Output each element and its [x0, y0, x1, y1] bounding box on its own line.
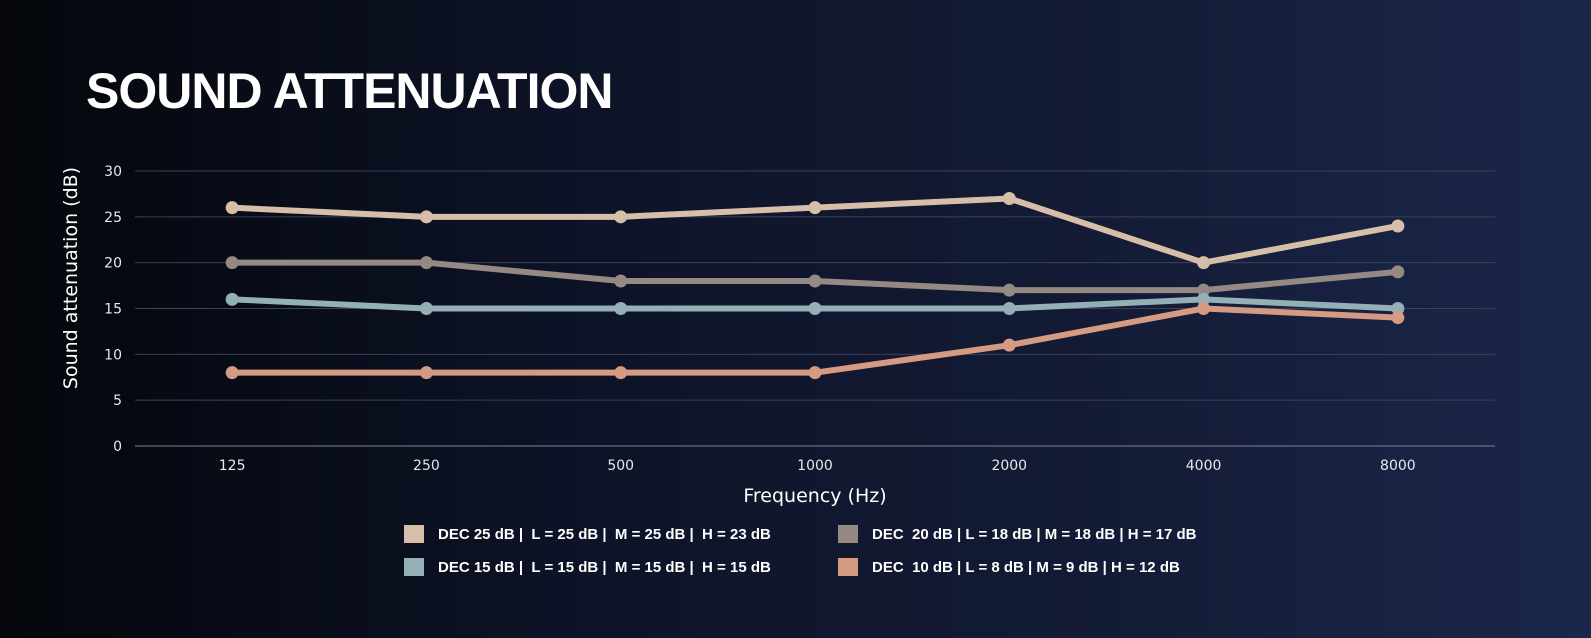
x-axis-label: Frequency (Hz) [743, 485, 886, 507]
data-point [419, 302, 433, 315]
y-tick-label: 20 [104, 256, 122, 272]
data-point [614, 366, 628, 380]
legend-item: DEC 10 dB | L = 8 dB | M = 9 dB | H = 12… [838, 558, 1180, 576]
data-point [225, 256, 239, 270]
legend-swatch [404, 558, 424, 576]
data-point [1391, 302, 1405, 315]
x-tick-label: 8000 [1380, 458, 1416, 474]
data-point [1197, 256, 1211, 270]
x-tick-label: 500 [607, 458, 634, 474]
data-point [1391, 219, 1405, 233]
x-tick-label: 4000 [1186, 458, 1222, 474]
data-point [225, 366, 239, 380]
page-title: SOUND ATTENUATION [86, 63, 613, 119]
y-axis-label: Sound attenuation (dB) [60, 167, 82, 389]
legend-item: DEC 15 dB | L = 15 dB | M = 15 dB | H = … [404, 558, 771, 576]
data-point [614, 210, 628, 224]
legend-item: DEC 20 dB | L = 18 dB | M = 18 dB | H = … [838, 525, 1197, 543]
y-tick-label: 0 [113, 439, 122, 455]
legend-swatch [838, 525, 858, 543]
x-tick-label: 125 [219, 458, 246, 474]
data-point [1391, 265, 1405, 279]
y-tick-label: 10 [104, 347, 122, 363]
data-point [614, 302, 628, 315]
data-point [1391, 311, 1405, 325]
data-point [419, 256, 433, 270]
data-point [1197, 292, 1211, 306]
data-point [808, 366, 822, 380]
legend-swatch [838, 558, 858, 576]
data-point [225, 292, 239, 306]
data-point [1002, 338, 1016, 352]
series-line-3 [232, 305, 1398, 376]
data-point [419, 366, 433, 380]
y-tick-label: 25 [104, 210, 122, 226]
data-point [614, 274, 628, 288]
legend-label: DEC 25 dB | L = 25 dB | M = 25 dB | H = … [438, 525, 771, 543]
y-tick-label: 30 [104, 164, 122, 180]
data-point [808, 302, 822, 315]
legend-label: DEC 15 dB | L = 15 dB | M = 15 dB | H = … [438, 558, 771, 576]
data-point [1197, 283, 1211, 297]
x-tick-label: 250 [413, 458, 440, 474]
legend-swatch [404, 525, 424, 543]
data-point [1197, 302, 1211, 315]
x-tick-label: 1000 [797, 458, 833, 474]
data-point [419, 210, 433, 224]
y-tick-label: 5 [113, 393, 122, 409]
data-point [1002, 192, 1016, 205]
data-point [1002, 283, 1016, 297]
legend-label: DEC 10 dB | L = 8 dB | M = 9 dB | H = 12… [872, 558, 1180, 576]
data-point [1002, 302, 1016, 315]
y-tick-label: 15 [104, 302, 122, 318]
legend-item: DEC 25 dB | L = 25 dB | M = 25 dB | H = … [404, 525, 771, 543]
legend-label: DEC 20 dB | L = 18 dB | M = 18 dB | H = … [872, 525, 1197, 543]
x-tick-label: 2000 [991, 458, 1027, 474]
data-point [808, 201, 822, 215]
data-point [808, 274, 822, 288]
data-point [225, 201, 239, 215]
